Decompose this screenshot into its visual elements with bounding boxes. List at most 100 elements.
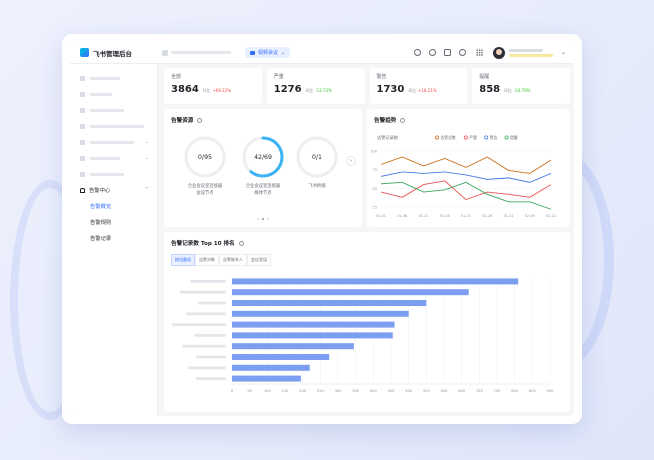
chevron-down-icon: ⌄ bbox=[144, 139, 149, 145]
pagination-dot[interactable] bbox=[266, 217, 270, 220]
resource-gauge: 42/69 企业会议室连接器 媒体节点 bbox=[238, 135, 288, 197]
category-label-placeholder bbox=[198, 301, 226, 305]
legend-label[interactable]: 告警总数 bbox=[441, 135, 456, 140]
gauge-caption-sub: 媒体节点 bbox=[254, 191, 272, 196]
x-tick-label: 250 bbox=[317, 389, 325, 393]
logo-icon bbox=[80, 48, 89, 57]
x-tick-label: 550 bbox=[423, 389, 431, 393]
sidebar-item-alert-rules[interactable]: 告警规则 bbox=[90, 220, 112, 226]
help-icon[interactable] bbox=[197, 117, 203, 123]
bar[interactable] bbox=[232, 278, 519, 285]
tab-alert-contact[interactable]: 告警联系人 bbox=[219, 254, 247, 266]
category-label-placeholder bbox=[190, 280, 226, 283]
stat-change: +69.22% bbox=[212, 88, 232, 93]
sidebar-item[interactable] bbox=[70, 86, 157, 102]
avatar[interactable] bbox=[492, 46, 505, 59]
category-label-placeholder bbox=[186, 312, 226, 316]
calendar-icon[interactable] bbox=[443, 49, 451, 56]
x-tick-label: 900 bbox=[547, 389, 555, 393]
stats-row: 全部 3864 环比 +69.22% 严重 1276 环比 -13.73% bbox=[164, 68, 570, 104]
category-label-placeholder bbox=[196, 355, 226, 359]
app-title: 飞书管理后台 bbox=[93, 49, 132, 58]
y-tick-label: 50 bbox=[372, 187, 377, 191]
bar[interactable] bbox=[232, 332, 393, 339]
legend-label[interactable]: 严重 bbox=[469, 135, 477, 140]
gauge-caption-sub: 会议节点 bbox=[196, 191, 214, 196]
pagination-dot[interactable] bbox=[261, 217, 265, 220]
x-tick-label: 01-11 bbox=[419, 214, 429, 218]
y-axis-label: 告警记录数 bbox=[377, 134, 399, 141]
sidebar-item-alert-overview[interactable]: 告警概览 bbox=[90, 204, 112, 210]
stat-card-all: 全部 3864 环比 +69.22% bbox=[164, 68, 262, 104]
app-window: 飞书管理后台 视频会议 ⌄ ⌄ bbox=[62, 34, 582, 424]
breadcrumb-icon bbox=[162, 49, 168, 56]
tab-device-group[interactable]: 按设备组 bbox=[171, 254, 195, 266]
bar[interactable] bbox=[232, 354, 330, 360]
x-tick-label: 02-12 bbox=[546, 214, 556, 218]
category-label-placeholder bbox=[180, 290, 226, 294]
resource-gauge: 0/1 飞书终端 bbox=[292, 135, 342, 190]
x-tick-label: 750 bbox=[494, 389, 502, 393]
chevron-down-icon: ⌄ bbox=[144, 155, 149, 161]
tab-room-group[interactable]: 会议室组 bbox=[247, 254, 271, 266]
help-icon[interactable] bbox=[458, 49, 466, 56]
x-tick-label: 350 bbox=[352, 389, 360, 393]
sidebar-group-alert-center[interactable]: 告警中心 ⌃ bbox=[70, 182, 157, 198]
bar[interactable] bbox=[232, 310, 409, 317]
card-title: 告警趋势 bbox=[374, 118, 397, 124]
sidebar-item-alert-records[interactable]: 告警记录 bbox=[90, 236, 112, 242]
apps-grid-icon[interactable] bbox=[475, 49, 483, 56]
x-tick-label: 500 bbox=[405, 389, 413, 393]
stat-change: -24.79% bbox=[513, 88, 531, 93]
gauge-ring: 0/95 bbox=[184, 136, 226, 178]
stat-compare-label: 环比 bbox=[504, 88, 512, 93]
sidebar-item[interactable] bbox=[70, 118, 157, 134]
x-tick-label: 400 bbox=[370, 389, 378, 393]
sidebar-item[interactable] bbox=[70, 70, 157, 86]
x-tick-label: 650 bbox=[458, 389, 466, 393]
search-icon[interactable] bbox=[413, 49, 421, 56]
x-tick-label: 800 bbox=[511, 389, 519, 393]
tab-alert-object[interactable]: 告警对象 bbox=[195, 254, 219, 266]
card-title: 告警资源 bbox=[171, 118, 194, 124]
sidebar-item[interactable]: ⌄ bbox=[70, 150, 157, 166]
help-icon[interactable] bbox=[400, 117, 406, 123]
sidebar-item[interactable]: ⌄ bbox=[70, 134, 157, 150]
stat-compare-label: 环比 bbox=[202, 88, 211, 93]
stat-value: 1276 bbox=[273, 84, 302, 95]
bar[interactable] bbox=[232, 343, 354, 350]
help-icon[interactable] bbox=[238, 240, 244, 246]
bar[interactable] bbox=[232, 300, 427, 306]
legend-label[interactable]: 提醒 bbox=[510, 135, 518, 140]
gauge-caption: 企业会议室连接器 bbox=[245, 184, 281, 189]
gauge-value: 42/69 bbox=[254, 154, 272, 161]
meeting-switch-button[interactable]: 视频会议 ⌄ bbox=[245, 47, 291, 58]
next-arrow-button[interactable]: › bbox=[346, 156, 356, 166]
bar[interactable] bbox=[232, 289, 469, 296]
sidebar-item[interactable] bbox=[70, 166, 157, 182]
stat-label: 警告 bbox=[376, 74, 387, 80]
legend-marker bbox=[484, 135, 489, 140]
y-tick-label: 100 bbox=[370, 150, 378, 154]
user-info bbox=[508, 48, 553, 57]
logo[interactable]: 飞书管理后台 bbox=[70, 48, 162, 58]
gauge-ring: 0/1 bbox=[296, 136, 338, 178]
pagination-dot[interactable] bbox=[256, 217, 260, 220]
alert-trend-card: 告警趋势 告警记录数 25 50 75 100 01-01 01-06 01-11 01-16 0… bbox=[367, 109, 570, 227]
stat-compare-label: 环比 bbox=[408, 88, 416, 93]
sidebar-item[interactable] bbox=[70, 102, 157, 118]
x-tick-label: 600 bbox=[441, 389, 449, 393]
bar[interactable] bbox=[232, 364, 310, 371]
meeting-button-label: 视频会议 bbox=[258, 50, 279, 56]
stat-change: -13.73% bbox=[315, 88, 332, 93]
category-label-placeholder bbox=[196, 377, 226, 380]
bar[interactable] bbox=[232, 321, 395, 328]
x-tick-label: 01-16 bbox=[440, 214, 450, 218]
user-menu-chevron-icon[interactable]: ⌄ bbox=[560, 49, 566, 56]
legend-label[interactable]: 警告 bbox=[490, 135, 498, 140]
card-title: 告警记录数 Top 10 排名 bbox=[171, 241, 235, 247]
support-icon[interactable] bbox=[428, 49, 436, 56]
x-tick-label: 300 bbox=[335, 389, 343, 393]
bar[interactable] bbox=[232, 375, 301, 382]
series-line bbox=[380, 156, 552, 174]
